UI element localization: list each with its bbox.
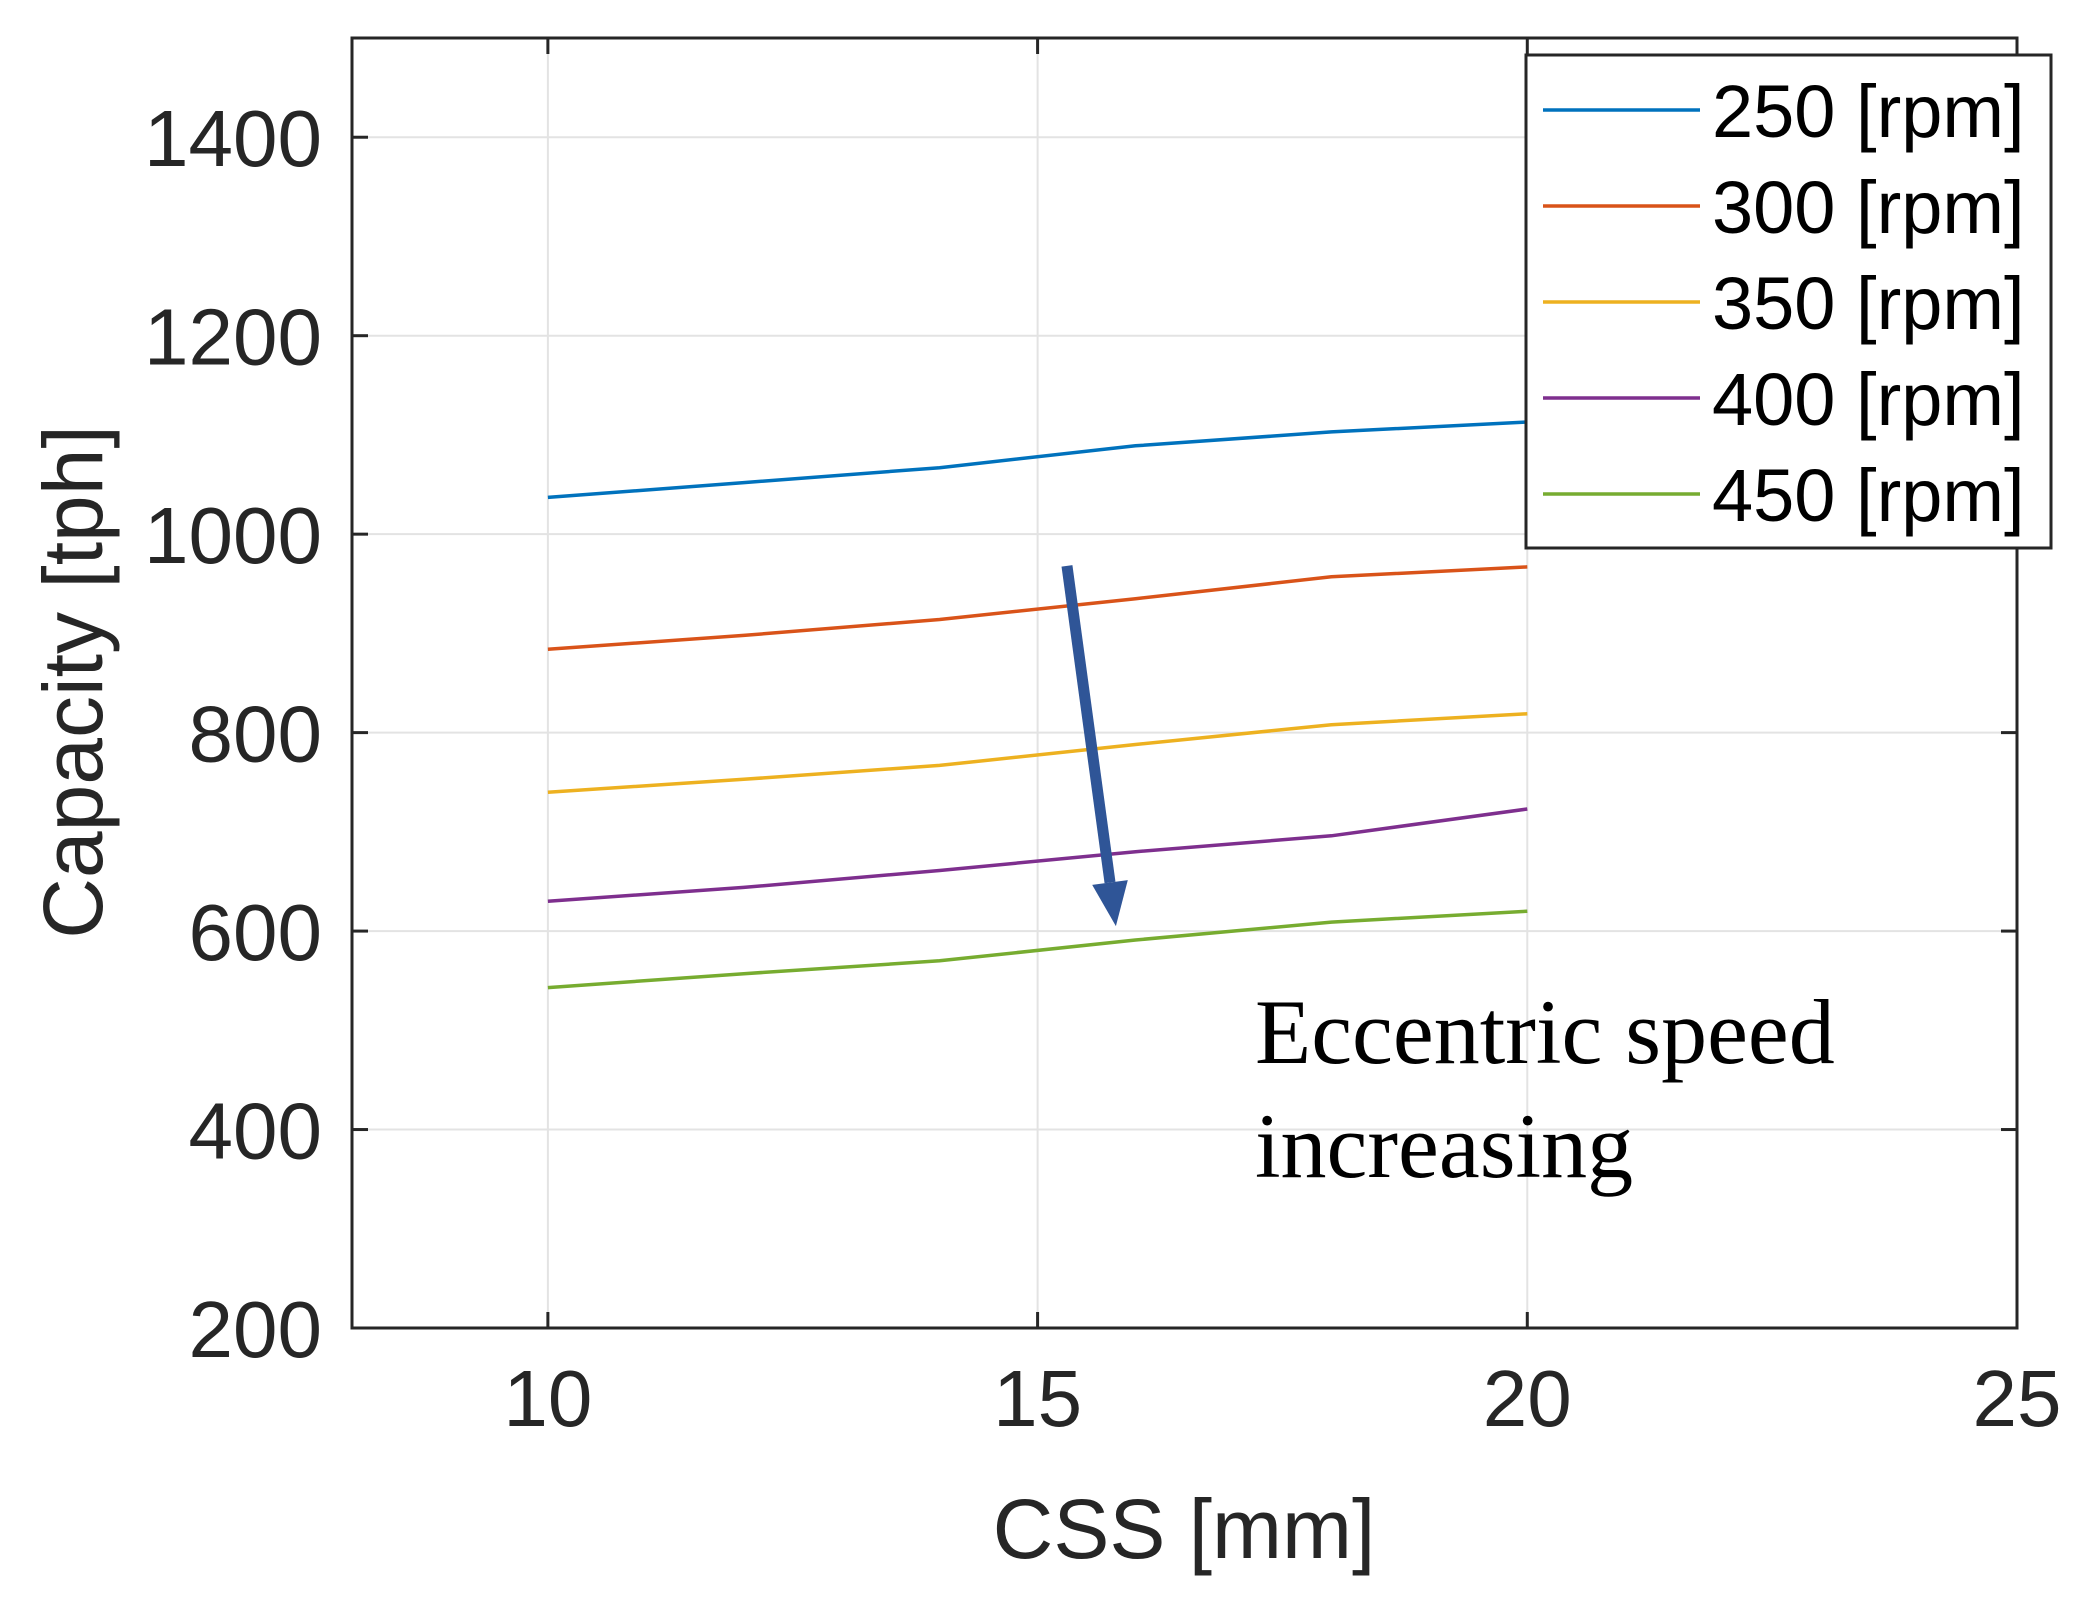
series-line-450-rpm bbox=[547, 909, 1528, 990]
y-tick-label: 1400 bbox=[144, 94, 322, 183]
series-line-400-rpm bbox=[547, 807, 1528, 904]
x-tick-label: 25 bbox=[1973, 1354, 2062, 1443]
annotation-text-line-2: increasing bbox=[1255, 1095, 1633, 1197]
y-tick-label: 1200 bbox=[144, 293, 322, 382]
arrow-shaft bbox=[1061, 565, 1116, 884]
series-line-350-rpm bbox=[547, 712, 1528, 794]
arrow-head bbox=[1092, 880, 1128, 927]
x-tick-label: 10 bbox=[503, 1354, 592, 1443]
annotation-group: Eccentric speed increasing bbox=[1061, 565, 1835, 1197]
y-tick-label: 1000 bbox=[144, 491, 322, 580]
y-tick-label: 200 bbox=[189, 1285, 322, 1374]
x-axis-label: CSS [mm] bbox=[993, 1482, 1376, 1576]
axes bbox=[350, 36, 2019, 1330]
legend-label-250: 250 [rpm] bbox=[1712, 70, 2025, 153]
legend: 250 [rpm] 300 [rpm] 350 [rpm] 400 [rpm] 450 … bbox=[1524, 53, 2053, 550]
y-tick-label: 600 bbox=[189, 888, 322, 977]
annotation-text-line-1: Eccentric speed bbox=[1255, 981, 1835, 1083]
ticks: 10 15 20 25 200 400 600 800 1000 1200 1400 bbox=[144, 38, 2061, 1443]
x-tick-label: 20 bbox=[1483, 1354, 1572, 1443]
y-axis-label: Capacity [tph] bbox=[26, 425, 120, 939]
legend-label-350: 350 [rpm] bbox=[1712, 262, 2025, 345]
y-tick-label: 800 bbox=[189, 690, 322, 779]
axes-box bbox=[350, 36, 2019, 1330]
legend-label-400: 400 [rpm] bbox=[1712, 358, 2025, 441]
legend-label-450: 450 [rpm] bbox=[1712, 454, 2025, 537]
x-tick-label: 15 bbox=[993, 1354, 1082, 1443]
legend-label-300: 300 [rpm] bbox=[1712, 166, 2025, 249]
y-tick-label: 400 bbox=[189, 1087, 322, 1176]
series-line-300-rpm bbox=[547, 565, 1528, 652]
series-group bbox=[547, 420, 1528, 990]
series-line-250-rpm bbox=[547, 420, 1528, 500]
